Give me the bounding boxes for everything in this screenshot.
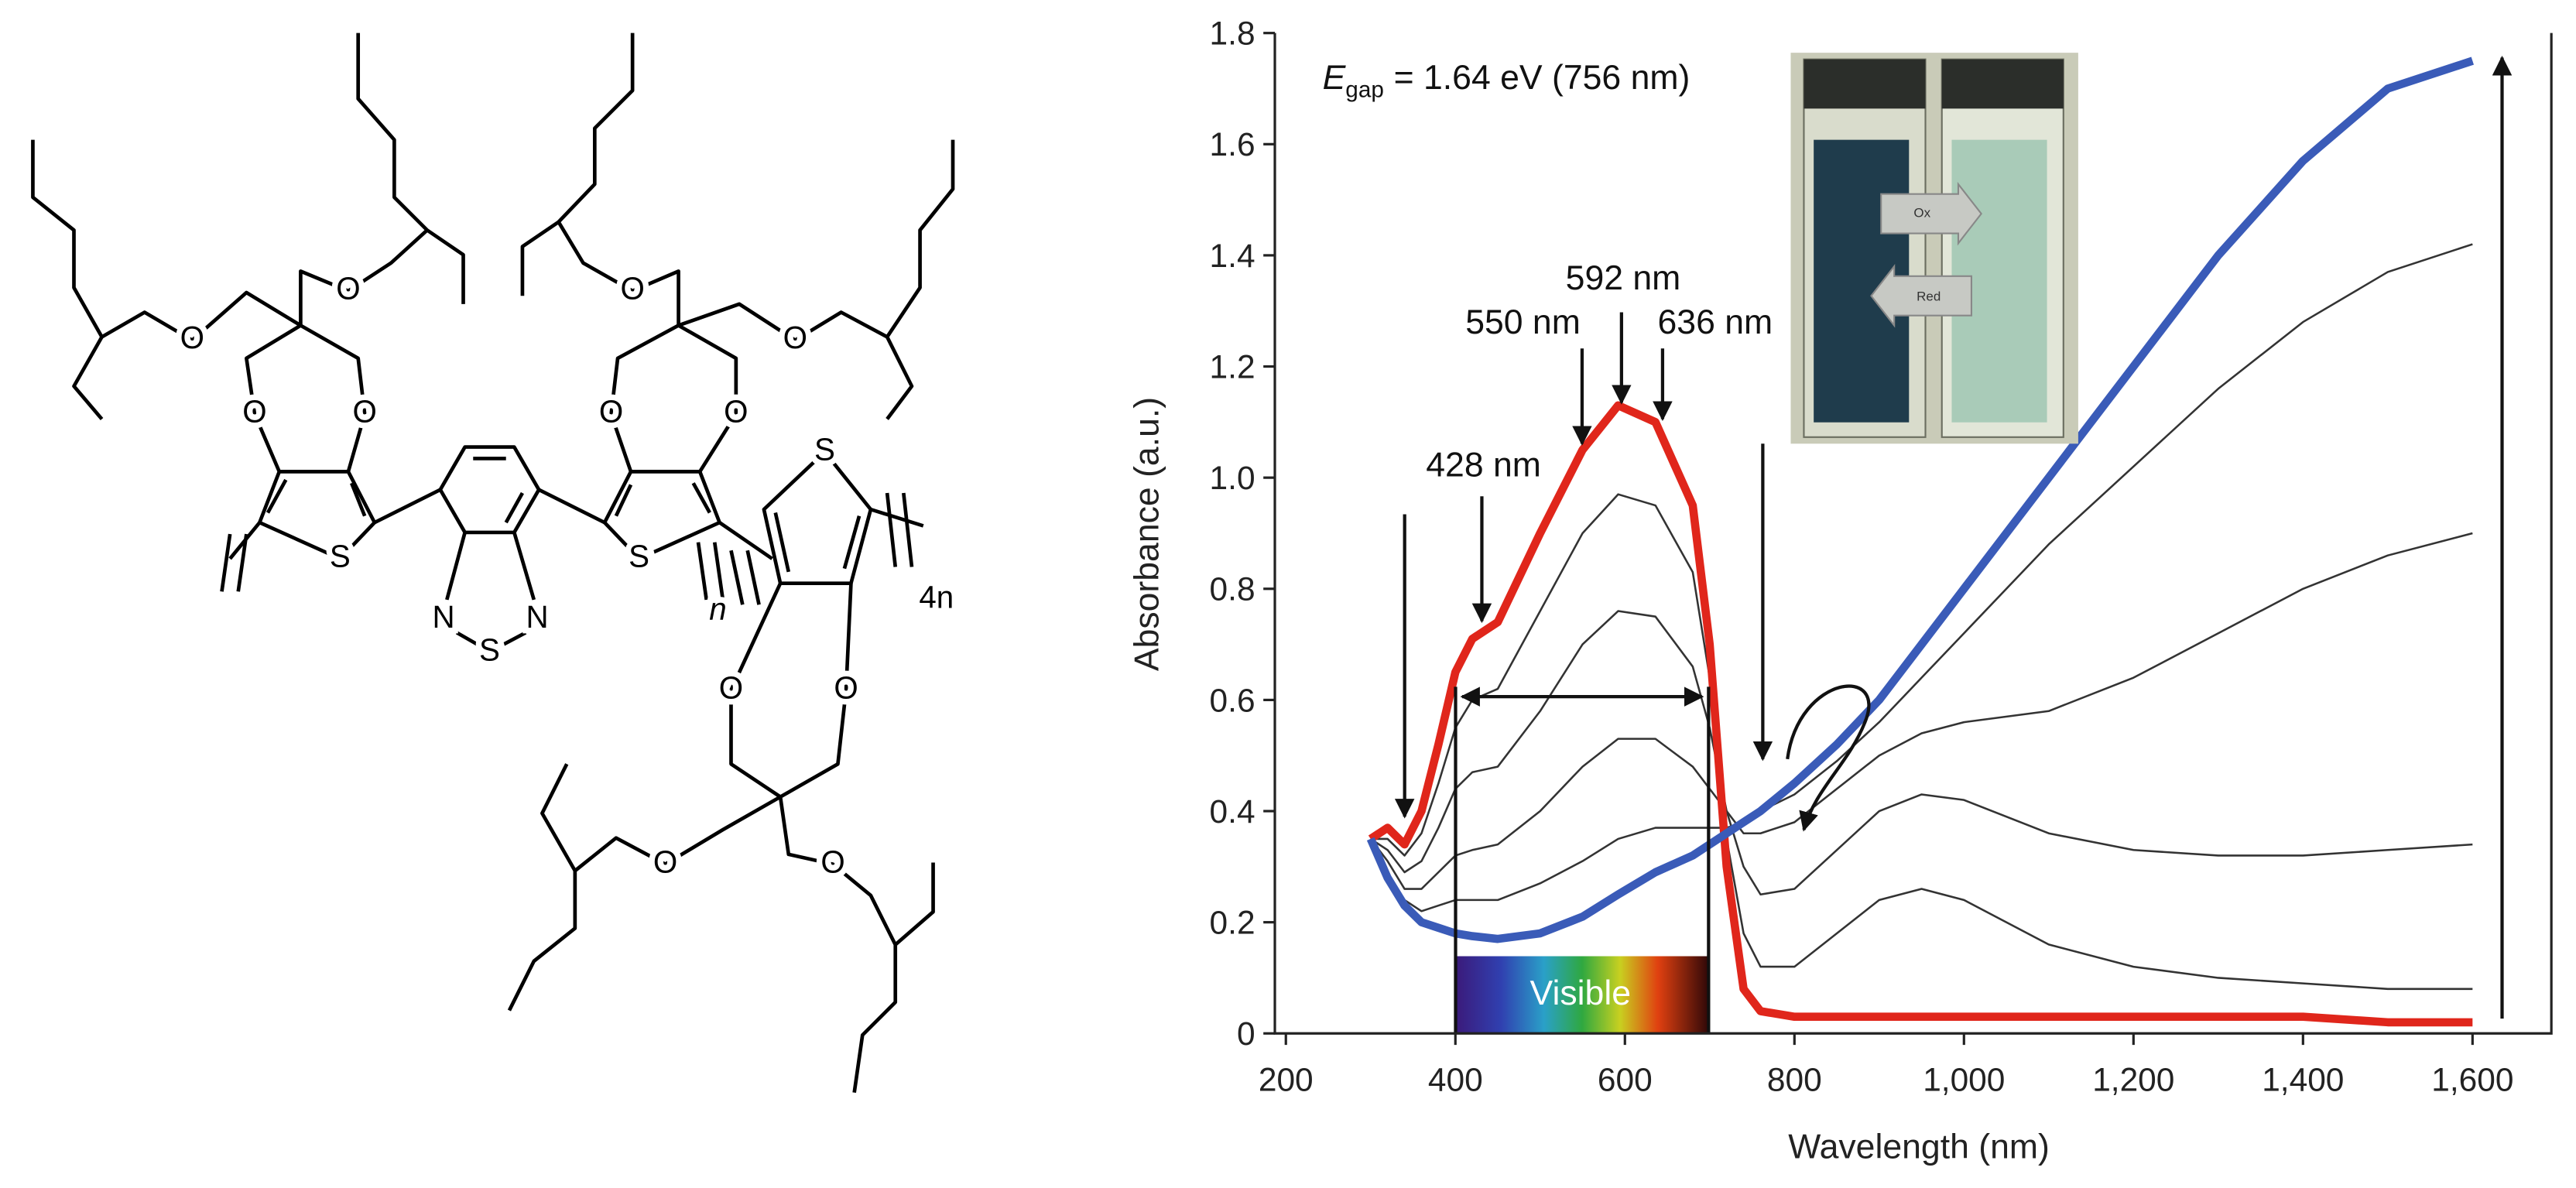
series-line <box>1368 401 2473 1027</box>
y-tick-label: 1.0 <box>1210 460 1255 496</box>
atom: O <box>242 394 266 430</box>
y-tick-label: 0.6 <box>1210 682 1255 718</box>
peak-label: 636 nm <box>1658 303 1773 341</box>
ox-arrow <box>1880 181 1983 246</box>
atom: O <box>653 844 677 879</box>
visible-band <box>1455 956 1709 1034</box>
series-line <box>1369 532 2473 890</box>
atom: O <box>620 271 644 306</box>
peak-label: 550 nm <box>1465 303 1581 341</box>
atom: O <box>719 669 743 705</box>
y-tick-label: 1.6 <box>1210 126 1255 163</box>
inset-label: Red <box>1917 289 1941 304</box>
atom: N <box>526 599 548 635</box>
egap-text: = 1.64 eV (756 nm) <box>1394 59 1690 97</box>
series-line <box>1369 243 2473 912</box>
atom: S <box>479 632 500 668</box>
x-tick-label: 1,200 <box>2092 1062 2174 1098</box>
atom: S <box>814 432 835 467</box>
y-tick-label: 0.2 <box>1210 904 1255 940</box>
y-tick-label: 1.8 <box>1210 15 1255 52</box>
atom: N <box>432 599 454 635</box>
atom: O <box>180 320 204 355</box>
x-tick-label: 1,000 <box>1923 1062 2005 1098</box>
x-tick-label: 1,400 <box>2262 1062 2344 1098</box>
atom: O <box>353 394 377 430</box>
atom: O <box>783 320 807 355</box>
x-tick-label: 600 <box>1598 1062 1653 1098</box>
egap-label: Egap = 1.64 eV (756 nm) <box>1323 59 1690 103</box>
structure: O O O O S N N S O O O O S n S O O O O 4n <box>31 33 960 1093</box>
y-tick-label: 0.8 <box>1210 571 1255 608</box>
atom: O <box>599 394 623 430</box>
atom: S <box>330 539 351 574</box>
y-tick-label: 0.4 <box>1210 793 1255 830</box>
x-axis-label: Wavelength (nm) <box>1788 1128 2050 1166</box>
axes-frame <box>1273 33 2553 1035</box>
inset-label: Ox <box>1913 205 1930 220</box>
atom: 4n <box>919 580 954 615</box>
series-line <box>1370 493 2473 991</box>
series-line <box>1370 610 2473 896</box>
atom: n <box>709 591 726 626</box>
inset-photo: Ox Red <box>1790 53 2078 444</box>
egap-symbol: E <box>1323 59 1347 97</box>
atom: S <box>629 539 649 574</box>
curved-arrow <box>1786 684 1871 832</box>
red-arrow <box>1870 263 1972 328</box>
x-tick-label: 800 <box>1767 1062 1822 1098</box>
plot: Visible 428 nm 550 nm 592 nm 636 nm Egap… <box>1128 15 2553 1166</box>
y-tick-label: 0 <box>1237 1015 1255 1052</box>
band-edge <box>1454 686 1711 1034</box>
x-tick-label: 1,600 <box>2431 1062 2513 1098</box>
atom: O <box>336 271 360 306</box>
cap <box>1941 59 2064 109</box>
peak-label: 592 nm <box>1566 259 1681 297</box>
x-tick-label: 200 <box>1259 1062 1314 1098</box>
x-tick-label: 400 <box>1428 1062 1483 1098</box>
peak-label: 428 nm <box>1426 447 1541 484</box>
atom: O <box>834 669 858 705</box>
y-tick-label: 1.4 <box>1210 238 1255 274</box>
cap <box>1804 59 1926 109</box>
y-tick-label: 1.2 <box>1210 348 1255 385</box>
series-line <box>1366 56 2474 943</box>
band-label: Visible <box>1530 974 1631 1012</box>
atom: O <box>820 844 844 879</box>
y-axis-label: Absorbance (a.u.) <box>1128 397 1166 671</box>
egap-subscript: gap <box>1345 77 1384 102</box>
atom: O <box>724 394 748 430</box>
